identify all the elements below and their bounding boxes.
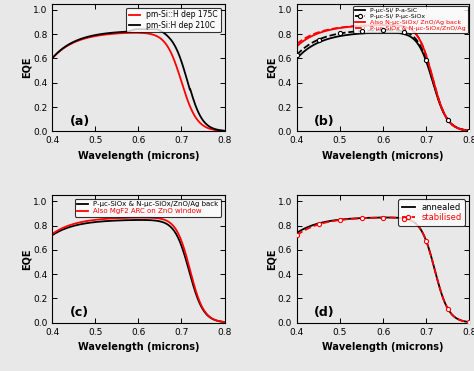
X-axis label: Wavelength (microns): Wavelength (microns) [78,151,199,161]
Text: (b): (b) [314,115,335,128]
Text: (d): (d) [314,306,335,319]
X-axis label: Wavelength (microns): Wavelength (microns) [322,342,444,352]
Y-axis label: EQE: EQE [266,57,276,78]
X-axis label: Wavelength (microns): Wavelength (microns) [78,342,199,352]
X-axis label: Wavelength (microns): Wavelength (microns) [322,151,444,161]
Y-axis label: EQE: EQE [21,57,31,78]
Legend: pm-Si::H dep 175C, pm-Si:H dep 210C: pm-Si::H dep 175C, pm-Si:H dep 210C [126,7,221,32]
Legend: annealed, stabilised: annealed, stabilised [398,199,465,226]
Y-axis label: EQE: EQE [266,248,276,270]
Legend: P-μc-Si/ P-a-SiC, P-μc-Si/ P-μc-SiOx, Also N-μc-SiOx/ ZnO/Ag back, P-μc-SiOx & N: P-μc-Si/ P-a-SiC, P-μc-Si/ P-μc-SiOx, Al… [354,6,468,33]
Text: (c): (c) [69,306,89,319]
Text: (a): (a) [69,115,90,128]
Legend: P-μc-SiOx & N-μc-SiOx/ZnO/Ag back, Also MgF2 ARC on ZnO window: P-μc-SiOx & N-μc-SiOx/ZnO/Ag back, Also … [75,198,221,217]
Y-axis label: EQE: EQE [21,248,31,270]
